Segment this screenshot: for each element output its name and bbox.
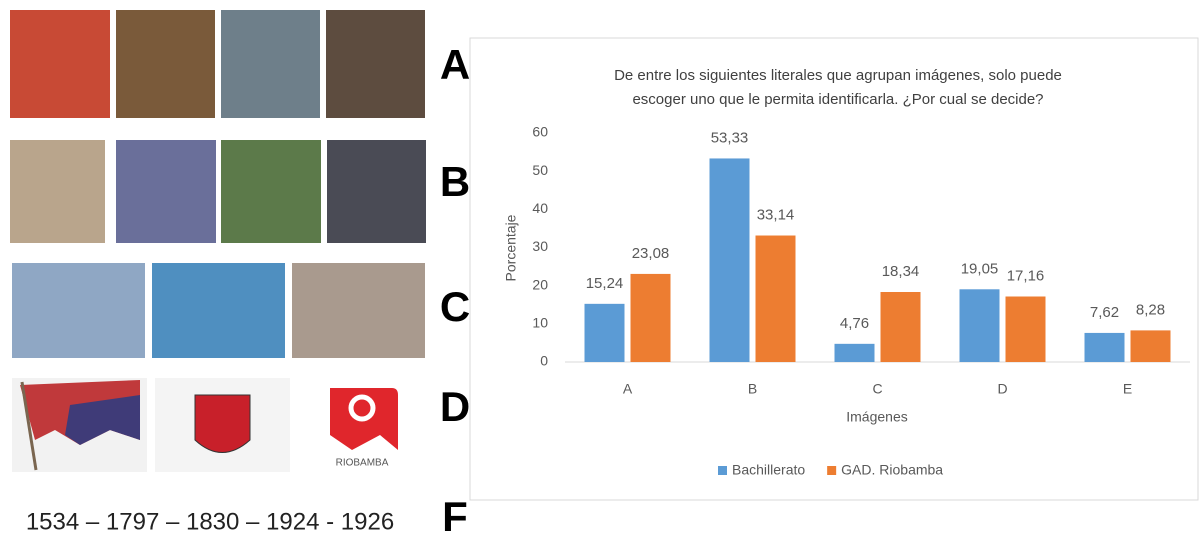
y-tick-label: 30 [532,238,548,254]
y-axis-label: Porcentaje [503,214,519,281]
value-label: 8,28 [1136,301,1165,318]
photo [292,263,425,358]
row-label: C [440,283,470,330]
value-label: 23,08 [632,245,670,262]
value-label: 53,33 [711,129,749,146]
row-label: D [440,383,470,430]
bar [1005,296,1046,362]
photo [10,10,110,118]
value-label: 15,24 [586,275,624,292]
photo [152,263,285,358]
value-label: 19,05 [961,260,999,277]
bar [630,273,671,362]
y-tick-label: 50 [532,162,548,178]
bar [880,292,921,362]
value-label: 4,76 [840,315,869,332]
chart-title: De entre los siguientes literales que ag… [614,67,1062,84]
bar [1084,332,1125,362]
x-tick-label: B [748,381,757,397]
x-tick-label: E [1123,381,1132,397]
y-tick-label: 20 [532,276,548,292]
y-tick-label: 10 [532,315,548,331]
legend-swatch [718,466,727,475]
flag-pole [20,381,38,471]
value-label: 18,34 [882,263,920,280]
photo [327,140,426,243]
chart-title: escoger uno que le permita identificarla… [632,91,1043,108]
photo [116,10,215,118]
chart: De entre los siguientes literales que ag… [503,67,1190,478]
row-label: B [440,158,470,205]
logo-text: RIOBAMBA [336,458,389,469]
x-tick-label: A [623,381,633,397]
chart-frame [469,37,1199,501]
photo [10,140,105,243]
photo [221,140,321,243]
value-label: 7,62 [1090,304,1119,321]
row-label: F [442,493,468,539]
bar [959,289,1000,362]
legend-label: Bachillerato [732,462,805,478]
photo [221,10,320,118]
legend-swatch [827,466,837,475]
photo [326,10,425,118]
legend-label: GAD. Riobamba [841,462,943,478]
flag-blue [65,395,140,445]
photo [116,140,216,243]
value-label: 33,14 [757,206,795,223]
bar [1130,330,1171,362]
y-tick-label: 40 [532,200,548,216]
y-tick-label: 60 [532,124,548,140]
years-text: 1534 – 1797 – 1830 – 1924 - 1926 [26,508,394,535]
y-tick-label: 0 [540,353,548,369]
row-labels: A B C D F [440,41,470,540]
x-tick-label: D [997,381,1007,397]
bar [755,235,796,362]
logo-ring [348,394,376,422]
row-label: A [440,41,470,88]
value-label: 17,16 [1007,267,1045,284]
photo [12,263,145,358]
x-tick-label: C [872,381,882,397]
bar [584,303,625,362]
bar [709,158,750,362]
photo-grid: RIOBAMBA 1534 – 1797 – 1830 – 1924 - 192… [10,10,426,535]
x-axis-label: Imágenes [846,409,907,425]
coat-of-arms [194,394,251,453]
bar [834,343,875,362]
